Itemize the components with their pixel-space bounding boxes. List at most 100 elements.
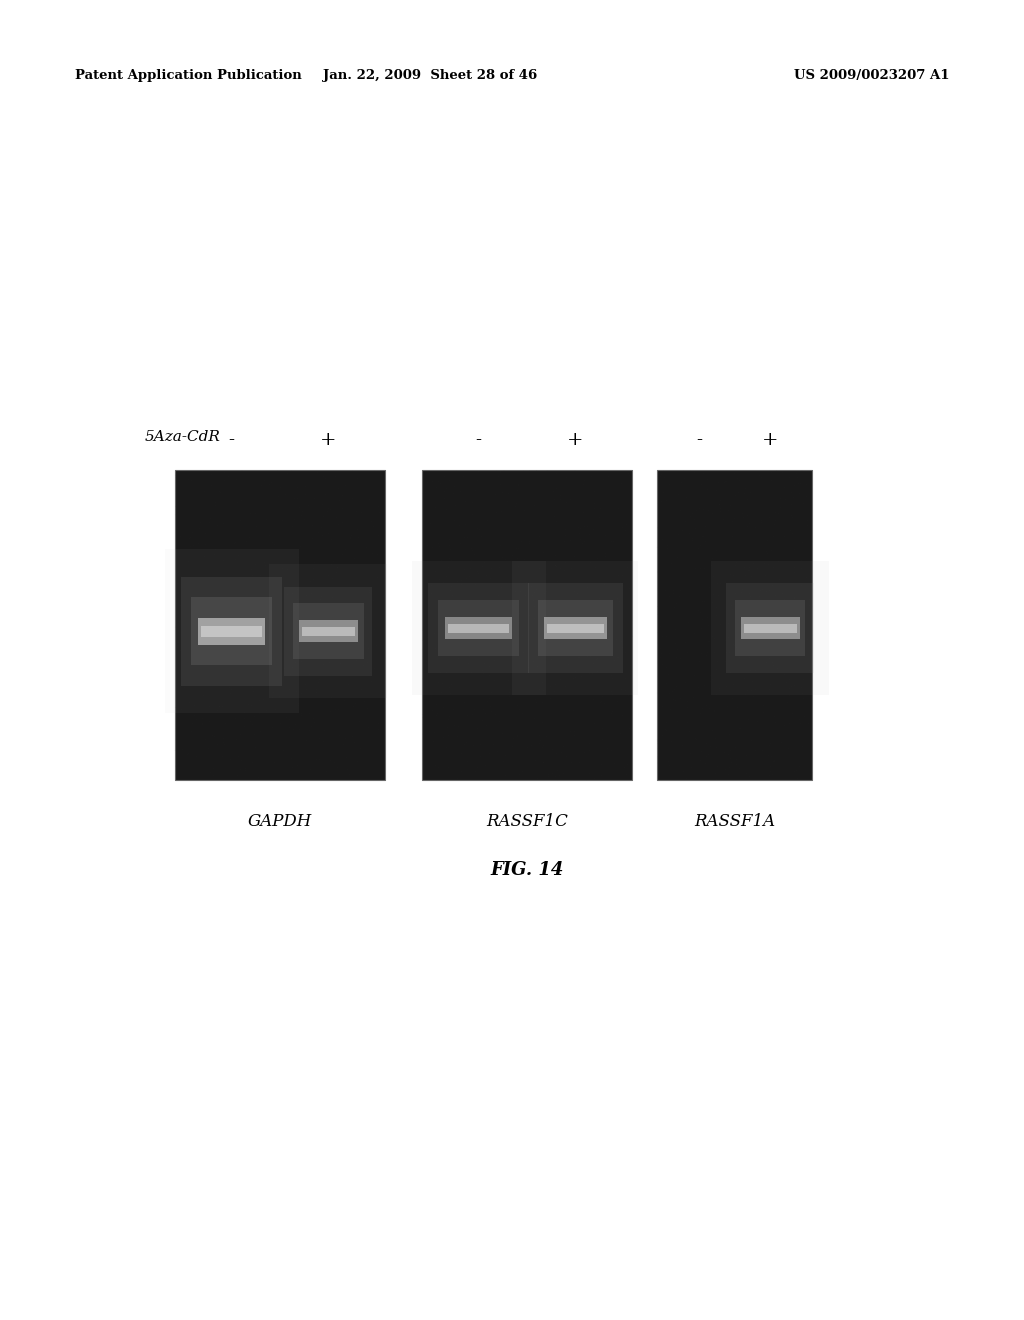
Point <box>738 582 755 603</box>
Point <box>217 746 233 767</box>
Point <box>715 682 731 704</box>
Point <box>496 508 512 529</box>
Point <box>306 767 323 788</box>
Point <box>531 474 548 495</box>
Point <box>706 733 722 754</box>
Point <box>470 539 486 560</box>
Point <box>362 626 379 647</box>
Point <box>487 548 504 569</box>
Point <box>780 733 797 754</box>
Point <box>231 721 248 742</box>
Point <box>595 701 611 722</box>
Point <box>768 702 784 723</box>
Point <box>251 663 267 684</box>
Point <box>691 694 708 715</box>
Point <box>203 743 219 764</box>
Point <box>717 665 733 686</box>
Point <box>593 513 609 535</box>
Point <box>726 635 742 656</box>
Point <box>682 669 698 690</box>
Point <box>686 562 702 583</box>
Point <box>657 636 674 657</box>
Point <box>249 762 265 783</box>
Point <box>542 473 558 494</box>
Point <box>575 469 592 490</box>
Point <box>198 614 214 635</box>
Point <box>358 719 375 741</box>
Point <box>205 552 221 573</box>
Point <box>276 627 293 648</box>
Point <box>284 681 300 702</box>
Point <box>596 560 612 581</box>
Point <box>736 560 753 581</box>
Point <box>776 525 793 546</box>
Point <box>327 673 343 694</box>
Point <box>802 705 818 726</box>
Point <box>585 532 601 553</box>
Point <box>492 576 508 597</box>
Point <box>232 759 249 780</box>
Point <box>441 535 458 556</box>
Point <box>603 603 620 624</box>
Point <box>724 511 740 532</box>
Point <box>562 661 579 682</box>
Point <box>197 665 213 686</box>
Point <box>440 718 457 739</box>
Point <box>219 762 236 783</box>
Point <box>313 586 330 607</box>
Point <box>766 590 782 611</box>
Point <box>169 513 185 535</box>
Point <box>566 639 583 660</box>
Point <box>168 725 184 746</box>
Point <box>180 643 197 664</box>
Point <box>289 553 305 574</box>
Point <box>275 694 292 715</box>
Point <box>801 579 817 601</box>
Text: FIG. 14: FIG. 14 <box>490 861 563 879</box>
Point <box>653 597 670 618</box>
Point <box>467 553 483 574</box>
Point <box>584 484 600 506</box>
Point <box>675 760 691 781</box>
Point <box>472 579 488 601</box>
Point <box>229 643 246 664</box>
Point <box>611 480 628 502</box>
Point <box>225 756 242 777</box>
Point <box>741 601 758 622</box>
Point <box>786 471 803 492</box>
Point <box>742 482 759 503</box>
Point <box>700 615 717 636</box>
Point <box>663 488 679 510</box>
Point <box>217 661 233 682</box>
Point <box>418 466 434 487</box>
Point <box>763 746 779 767</box>
Point <box>330 648 346 669</box>
Point <box>716 668 732 689</box>
Point <box>260 548 276 569</box>
Point <box>550 531 566 552</box>
Point <box>775 747 792 768</box>
Point <box>613 678 630 700</box>
Point <box>650 730 667 751</box>
Point <box>685 583 701 605</box>
Point <box>215 517 231 539</box>
Point <box>800 681 816 702</box>
Point <box>353 644 370 665</box>
Point <box>606 628 623 649</box>
Point <box>592 498 608 519</box>
Point <box>787 615 804 636</box>
Point <box>657 564 674 585</box>
Point <box>748 680 764 701</box>
Point <box>329 764 345 785</box>
Point <box>617 764 634 785</box>
Point <box>295 742 311 763</box>
Point <box>679 545 695 566</box>
Point <box>253 562 269 583</box>
Point <box>760 543 776 564</box>
Point <box>417 743 433 764</box>
Point <box>763 504 779 525</box>
Point <box>786 705 803 726</box>
Point <box>370 684 386 705</box>
Point <box>602 484 618 506</box>
Point <box>194 504 210 525</box>
